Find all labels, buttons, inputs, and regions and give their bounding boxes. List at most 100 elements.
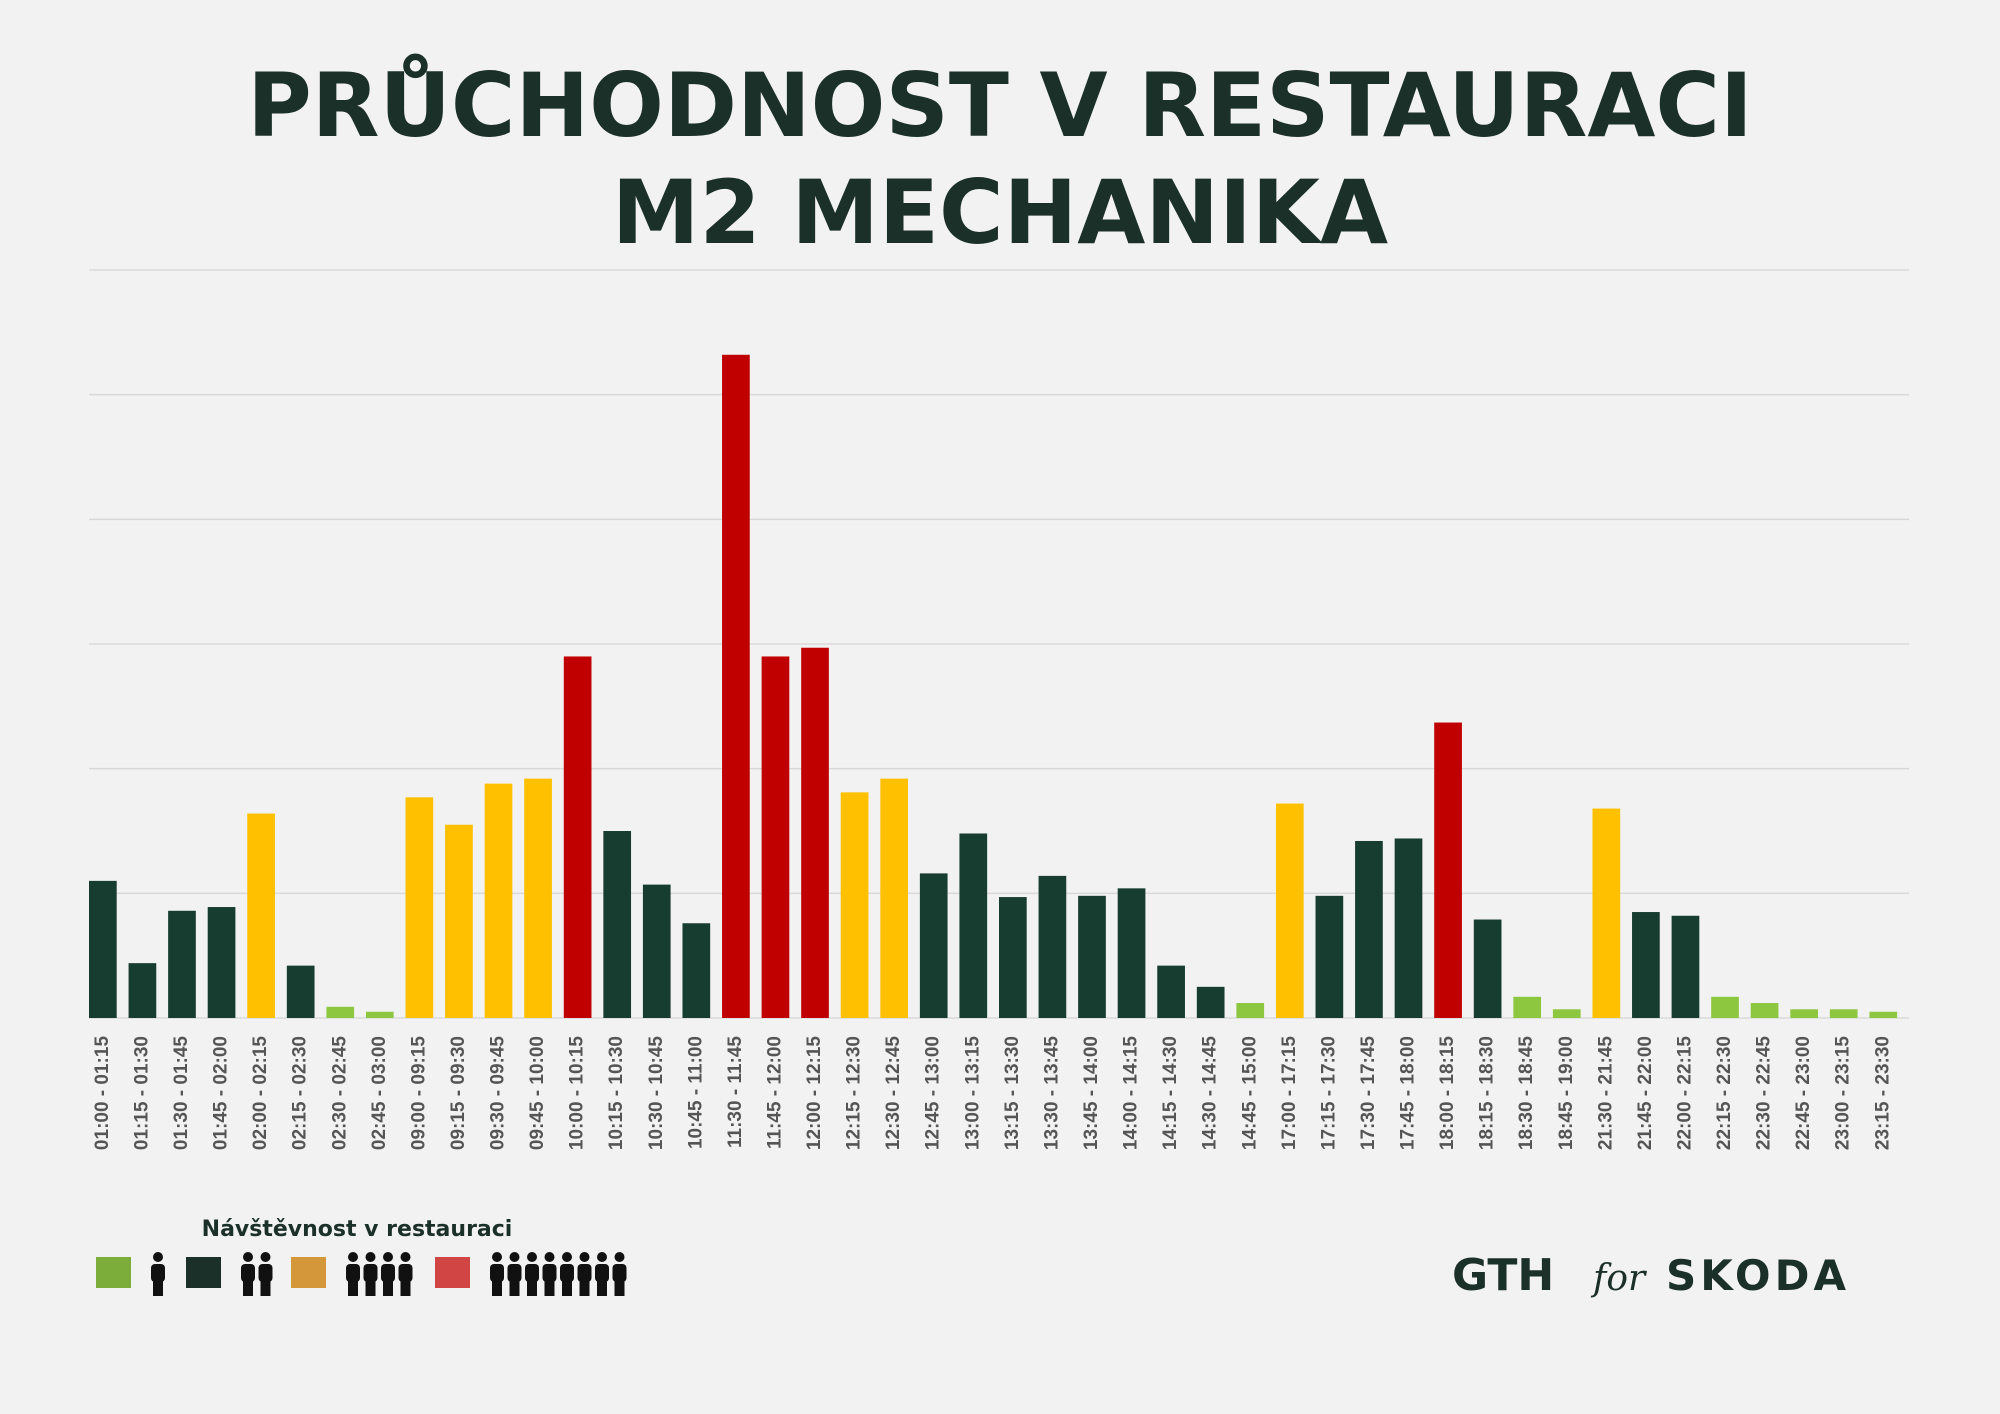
bar <box>1315 895 1344 1018</box>
person-head <box>509 1252 520 1262</box>
x-tick-label: 14:15 - 14:30 <box>1160 1036 1181 1150</box>
x-tick-label: 09:45 - 10:00 <box>527 1036 548 1150</box>
person-body <box>577 1264 592 1282</box>
person-legs <box>509 1278 520 1296</box>
x-tick-label: 10:45 - 11:00 <box>685 1036 706 1149</box>
bar <box>919 873 948 1018</box>
x-tick-label: 13:30 - 13:45 <box>1041 1036 1062 1151</box>
bar <box>1275 803 1304 1018</box>
x-tick-label: 18:00 - 18:15 <box>1437 1036 1458 1151</box>
person-body <box>151 1264 165 1282</box>
person-legs <box>260 1278 271 1296</box>
bar <box>999 897 1027 1018</box>
bar <box>1078 895 1106 1018</box>
person-legs <box>562 1278 572 1296</box>
x-tick-label: 02:00 - 02:15 <box>250 1036 271 1151</box>
person-head <box>579 1252 590 1262</box>
person-legs <box>544 1278 555 1296</box>
person-icon <box>577 1252 592 1296</box>
x-tick-label: 12:00 - 12:15 <box>804 1036 825 1151</box>
person-head <box>400 1252 411 1262</box>
person-head <box>365 1252 376 1262</box>
bar <box>247 813 275 1018</box>
x-tick-label: 21:30 - 21:45 <box>1595 1036 1616 1151</box>
x-tick-label: 10:30 - 10:45 <box>646 1036 667 1151</box>
x-tick-label: 13:15 - 13:30 <box>1002 1036 1023 1150</box>
person-icon <box>595 1252 609 1296</box>
person-icon <box>612 1252 627 1296</box>
person-legs <box>527 1278 537 1296</box>
person-legs <box>614 1278 625 1296</box>
bar <box>1513 996 1542 1018</box>
x-tick-label: 22:00 - 22:15 <box>1674 1036 1695 1151</box>
bar <box>326 1006 355 1018</box>
person-head <box>562 1252 572 1262</box>
bar <box>1750 1003 1779 1018</box>
x-tick-label: 23:15 - 23:30 <box>1872 1036 1893 1150</box>
x-tick-label: 18:15 - 18:30 <box>1477 1036 1498 1150</box>
bar <box>207 907 236 1018</box>
person-icon <box>490 1252 504 1296</box>
x-tick-label: 09:15 - 09:30 <box>448 1036 469 1150</box>
person-icon <box>151 1252 165 1296</box>
person-head <box>544 1252 555 1262</box>
chart-title: PRŮCHODNOST V RESTAURACI <box>247 54 1753 157</box>
legend-title: Návštěvnost v restauraci <box>202 1217 513 1242</box>
legend-swatch <box>186 1257 221 1288</box>
person-head <box>597 1252 607 1262</box>
bar <box>959 833 988 1018</box>
x-tick-label: 17:30 - 17:45 <box>1358 1036 1379 1151</box>
person-body <box>560 1264 574 1282</box>
bar <box>1790 1009 1818 1018</box>
person-head <box>527 1252 537 1262</box>
person-body <box>381 1264 395 1282</box>
bar <box>1394 838 1423 1018</box>
x-tick-label: 12:15 - 12:30 <box>844 1036 865 1150</box>
x-tick-label: 22:45 - 23:00 <box>1793 1036 1814 1150</box>
person-head <box>348 1252 358 1262</box>
person-head <box>614 1252 625 1262</box>
x-tick-label: 02:30 - 02:45 <box>329 1036 350 1151</box>
chart-subtitle: M2 MECHANIKA <box>612 161 1388 264</box>
x-tick-label: 02:15 - 02:30 <box>290 1036 311 1150</box>
bar <box>1355 840 1383 1018</box>
bar <box>563 656 592 1018</box>
x-tick-label: 02:45 - 03:00 <box>369 1036 390 1150</box>
person-body <box>595 1264 609 1282</box>
person-icon <box>241 1252 255 1296</box>
person-head <box>153 1252 163 1262</box>
person-head <box>260 1252 271 1262</box>
bar <box>840 792 869 1018</box>
person-head <box>243 1252 253 1262</box>
bar <box>603 831 632 1018</box>
person-legs <box>579 1278 590 1296</box>
x-tick-label: 12:45 - 13:00 <box>923 1036 944 1150</box>
bar <box>1829 1009 1858 1018</box>
bar <box>722 354 750 1019</box>
person-body <box>525 1264 539 1282</box>
person-legs <box>153 1278 163 1296</box>
x-tick-label: 11:30 - 11:45 <box>725 1036 746 1148</box>
bar <box>524 778 552 1018</box>
bar <box>405 797 434 1018</box>
x-tick-label: 17:00 - 17:15 <box>1279 1036 1300 1151</box>
x-tick-label: 10:00 - 10:15 <box>567 1036 588 1151</box>
bar <box>1434 722 1462 1018</box>
person-body <box>363 1264 378 1282</box>
person-body <box>612 1264 627 1282</box>
person-legs <box>365 1278 376 1296</box>
bar <box>365 1011 394 1018</box>
x-tick-label: 17:15 - 17:30 <box>1318 1036 1339 1150</box>
bar <box>1196 986 1225 1018</box>
x-tick-label: 17:45 - 18:00 <box>1398 1036 1419 1150</box>
bar <box>1473 919 1502 1018</box>
bar <box>682 923 711 1018</box>
x-tick-label: 14:00 - 14:15 <box>1121 1036 1142 1151</box>
person-legs <box>243 1278 253 1296</box>
legend-swatch <box>291 1257 326 1288</box>
bar <box>1671 915 1700 1018</box>
person-body <box>398 1264 413 1282</box>
bar <box>1632 912 1660 1018</box>
x-tick-label: 14:30 - 14:45 <box>1200 1036 1221 1151</box>
person-legs <box>597 1278 607 1296</box>
